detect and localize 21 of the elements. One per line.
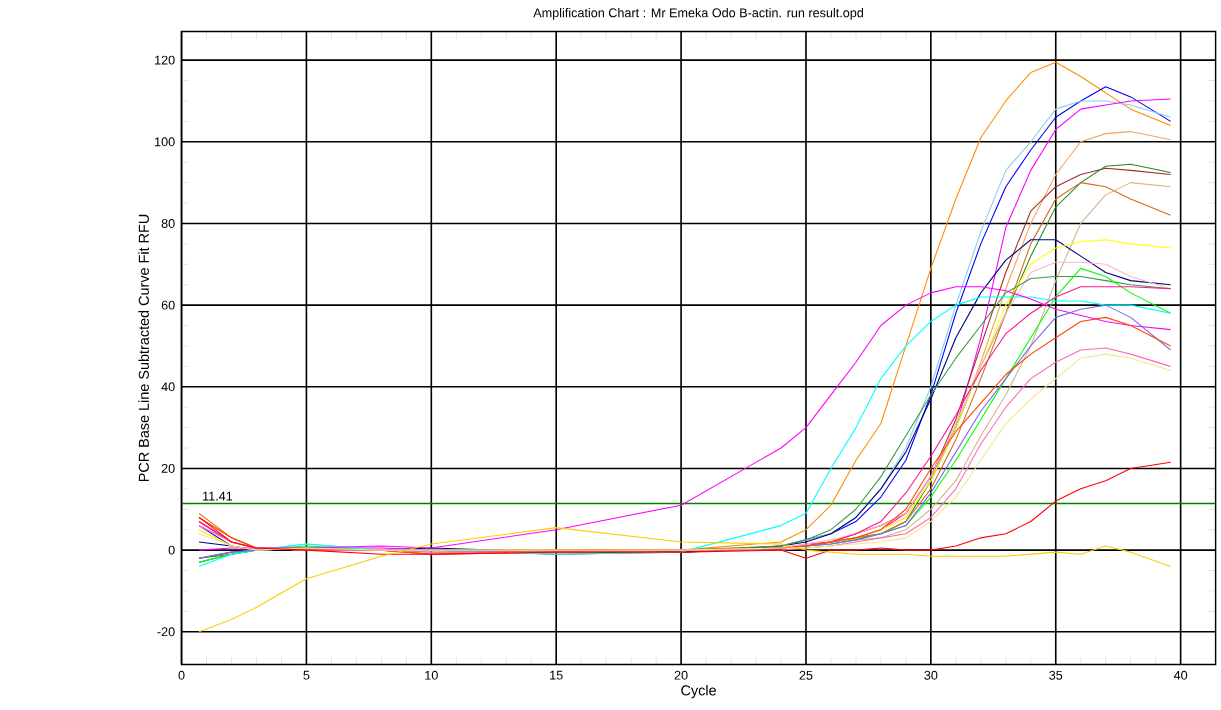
y-tick-label: 120: [155, 55, 175, 65]
x-tick-label: 0: [178, 670, 185, 680]
x-tick-label: 40: [1173, 670, 1188, 680]
x-tick-label: 10: [425, 670, 438, 680]
chart-title: Amplification Chart : Mr Emeka Odo B-actin. run result.opd: [533, 7, 864, 20]
y-tick-label: 60: [161, 300, 175, 310]
y-tick-label: 100: [155, 137, 175, 147]
y-tick-label: 0: [168, 545, 175, 555]
x-axis-title: Cycle: [681, 684, 716, 699]
x-tick-label: 5: [303, 670, 310, 680]
y-tick-label: 40: [161, 382, 175, 392]
y-tick-label: -20: [157, 627, 175, 637]
x-tick-label: 35: [1049, 670, 1063, 680]
x-tick-label: 15: [550, 670, 563, 680]
x-tick-label: 25: [799, 670, 813, 680]
y-axis-title: PCR Base Line Subtracted Curve Fit RFU: [138, 214, 149, 481]
x-tick-label: 30: [924, 670, 938, 680]
x-tick-label: 20: [674, 670, 688, 680]
ref-line-label: 11.41: [203, 491, 233, 501]
y-tick-label: 80: [161, 218, 175, 228]
y-tick-label: 20: [161, 463, 175, 473]
